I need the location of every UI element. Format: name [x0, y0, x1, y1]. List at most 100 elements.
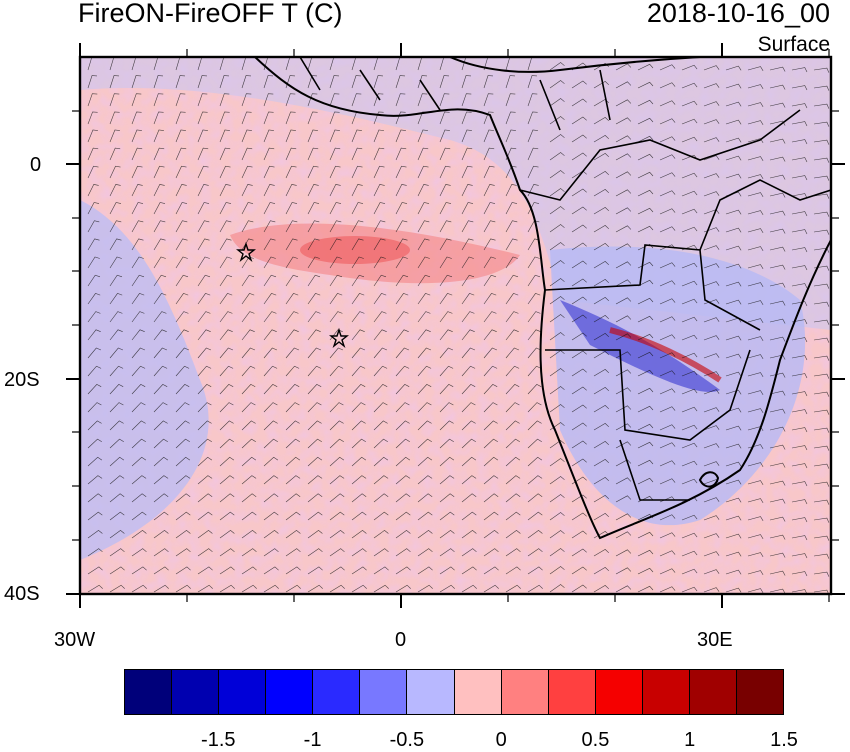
wind-barb: [703, 191, 720, 197]
wind-barb: [791, 121, 808, 127]
wind-barb: [87, 93, 98, 107]
wind-barb: [813, 103, 830, 109]
wind-barb: [219, 347, 234, 359]
wind-barb: [153, 493, 169, 503]
wind-barb: [417, 365, 432, 377]
wind-barb: [395, 256, 408, 269]
wind-barb: [153, 402, 168, 413]
wind-barb: [329, 129, 340, 143]
wind-barb: [131, 584, 147, 593]
wind-barb: [87, 220, 100, 233]
wind-barb: [373, 129, 384, 143]
wind-barb: [549, 188, 565, 197]
wind-barb: [461, 93, 472, 107]
wind-barb: [615, 531, 632, 539]
wind-barb: [681, 316, 698, 323]
wind-barb: [615, 567, 632, 575]
wind-barb: [285, 329, 299, 341]
wind-barb: [87, 329, 101, 341]
wind-barb: [153, 93, 164, 107]
wind-barb: [351, 202, 364, 215]
wind-barb: [571, 440, 587, 449]
wind-barb: [549, 548, 565, 557]
wind-barb: [659, 424, 676, 431]
wind-barb: [395, 311, 409, 323]
wind-barb: [439, 293, 453, 305]
wind-barb: [505, 384, 520, 395]
wind-barb: [593, 459, 610, 467]
wind-barb: [483, 420, 498, 431]
wind-barb: [87, 311, 101, 323]
wind-barb: [461, 75, 472, 89]
wind-barb: [813, 121, 830, 127]
wind-barb: [439, 566, 455, 575]
wind-barb: [813, 319, 830, 325]
wind-barb: [681, 280, 698, 287]
wind-barb: [615, 261, 632, 269]
wind-barb: [153, 184, 165, 197]
wind-barb: [747, 390, 764, 396]
wind-barb: [219, 548, 235, 557]
wind-barb: [703, 263, 720, 269]
wind-barb: [659, 154, 676, 161]
wind-barb: [505, 347, 520, 359]
wind-barb: [439, 511, 455, 521]
wind-barb: [681, 532, 698, 539]
wind-barb: [505, 584, 521, 593]
wind-barb: [791, 571, 808, 577]
wind-barb: [153, 456, 169, 467]
wind-barb: [549, 566, 565, 575]
wind-barb: [659, 406, 676, 413]
wind-barb: [307, 202, 320, 215]
wind-barb: [329, 274, 343, 287]
wind-barb: [285, 220, 298, 233]
wind-barb: [593, 405, 610, 413]
wind-barb: [395, 384, 410, 395]
wind-barb: [417, 511, 433, 521]
wind-barb: [769, 516, 786, 522]
wind-barb: [483, 111, 494, 125]
wind-barb: [703, 587, 720, 593]
wind-barb: [725, 425, 742, 431]
wind-barb: [461, 184, 473, 197]
wind-barb: [219, 202, 232, 215]
border-5: [699, 179, 831, 251]
wind-barb: [87, 584, 103, 593]
wind-barb: [439, 274, 453, 287]
wind-barb: [417, 311, 431, 323]
wind-barb: [593, 63, 610, 71]
wind-barb: [175, 402, 190, 413]
lat-tick-label: 0: [30, 154, 42, 176]
wind-barb: [527, 129, 538, 143]
wind-barb: [87, 238, 100, 251]
plot-level: Surface: [757, 33, 830, 56]
wind-barb: [791, 67, 808, 73]
wind-barb: [659, 370, 676, 377]
wind-barb: [703, 551, 720, 557]
wind-barb: [439, 111, 450, 125]
wind-barb: [131, 129, 142, 143]
wind-barb: [461, 548, 477, 557]
wind-barb: [593, 477, 610, 485]
wind-barb: [395, 202, 408, 215]
wind-barb: [725, 569, 742, 575]
wind-barb: [813, 445, 830, 451]
wind-barb: [615, 315, 632, 323]
wind-barb: [417, 384, 432, 395]
wind-barb: [219, 438, 234, 449]
plot-datetime: 2018-10-16_00: [646, 0, 830, 28]
wind-barb: [417, 420, 432, 431]
wind-barb: [769, 264, 786, 270]
wind-barb: [329, 165, 341, 179]
wind-barb: [461, 165, 473, 179]
wind-barb: [637, 63, 654, 71]
colorbar-tick-label: 1.5: [770, 729, 798, 751]
wind-barb: [461, 256, 474, 269]
wind-barb: [703, 371, 720, 377]
wind-barb: [417, 347, 432, 359]
wind-barb: [241, 584, 257, 593]
wind-barb: [131, 548, 147, 557]
wind-barb: [329, 75, 340, 89]
wind-barb: [813, 175, 830, 181]
wind-barb: [461, 347, 476, 359]
